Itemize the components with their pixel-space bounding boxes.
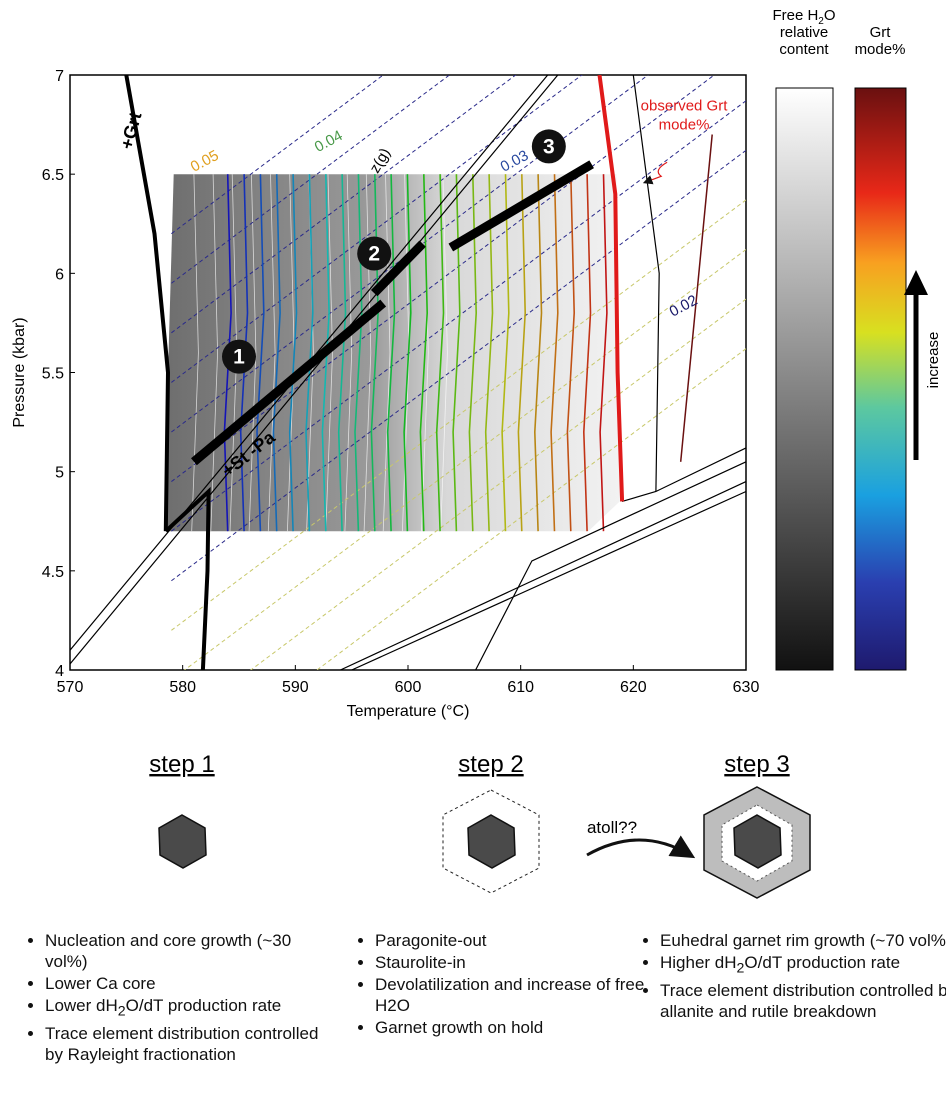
bullet-part: O/dT production rate [744,953,900,972]
colorbar-water [776,88,833,670]
increase-arrowhead [904,270,928,295]
y-tick-label: 4 [55,663,64,680]
bullet: Devolatilization and increase of free H2… [375,974,645,1016]
colorbar-title: relative [780,24,828,41]
observed-label: mode% [659,117,710,134]
colorbar-grt [855,88,906,670]
colorbar-title-part: O [824,7,836,24]
y-tick-label: 4.5 [42,564,64,581]
bullet: Nucleation and core growth (~30 vol%) [45,930,335,972]
bullet: Garnet growth on hold [375,1017,645,1038]
bullet: Higher dH2O/dT production rate [660,952,946,979]
x-axis-label: Temperature (°C) [347,703,470,720]
step-bullets: Paragonite-outStaurolite-inDevolatilizat… [355,930,645,1039]
transition-arrow [587,840,690,855]
contour-label: 0.04 [312,127,346,156]
garnet-step3 [704,787,810,898]
bullet: Trace element distribution controlled by… [660,980,946,1022]
y-tick-label: 6.5 [42,167,64,184]
colorbar-title: mode% [855,41,906,58]
x-tick-label: 610 [507,679,534,696]
colorbar-title-part: Free H [772,7,818,24]
garnet-step2 [443,790,539,893]
garnet-step1 [159,815,206,868]
transition-label: atoll?? [587,818,637,837]
y-tick-label: 5.5 [42,366,64,383]
bullet-part: 2 [118,1003,126,1019]
y-tick-label: 5 [55,465,64,482]
colorbar-title: Grt [870,24,892,41]
bullet: Paragonite-out [375,930,645,951]
observed-pointer [645,162,667,182]
bullet: Trace element distribution controlled by… [45,1023,335,1065]
x-tick-label: 620 [620,679,647,696]
x-tick-label: 600 [395,679,422,696]
bullet: Euhedral garnet rim growth (~70 vol%) [660,930,946,951]
step-title: step 3 [724,751,789,778]
bullet: Lower dH2O/dT production rate [45,995,335,1022]
step-bullets: Nucleation and core growth (~30 vol%)Low… [25,930,335,1066]
bullet: Lower Ca core [45,973,335,994]
observed-label: observed Grt [641,98,729,115]
x-tick-label: 580 [169,679,196,696]
bullet: Staurolite-in [375,952,645,973]
y-tick-label: 6 [55,266,64,283]
x-tick-label: 630 [733,679,760,696]
x-tick-label: 590 [282,679,309,696]
y-axis-label: Pressure (kbar) [11,317,28,427]
contour-label: 0.05 [188,147,222,176]
pt-marker-label: 1 [233,346,245,369]
colorbar-title: content [779,41,829,58]
contour-label: 0.03 [498,147,532,176]
pt-marker-label: 3 [543,135,555,158]
increase-label: increase [925,332,942,389]
bullet-part: Higher dH [660,953,737,972]
bullet-part: Lower dH [45,996,118,1015]
grt-in-label: +Grt [117,110,146,151]
bullet-part: O/dT production rate [126,996,282,1015]
figure: increase atoll?? 123+Grt+St -Paz(g)0.050… [0,0,946,1118]
step-bullets: Euhedral garnet rim growth (~70 vol%)Hig… [640,930,946,1023]
step-title: step 2 [458,751,523,778]
phase-boundary [633,75,659,492]
pt-marker-label: 2 [368,243,380,266]
y-tick-label: 7 [55,68,64,85]
x-tick-label: 570 [57,679,84,696]
plot-area [70,0,746,779]
phase-boundary [622,448,746,502]
zg-label: z(g) [366,145,394,176]
step-title: step 1 [149,751,214,778]
